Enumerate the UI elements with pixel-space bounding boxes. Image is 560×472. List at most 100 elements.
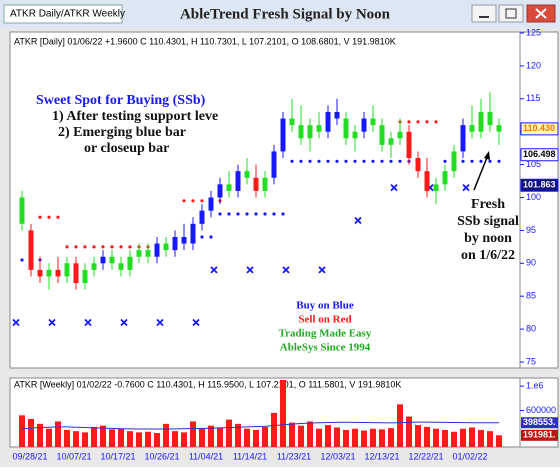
volume-bar	[280, 380, 286, 447]
x-tick-label: 10/26/21	[144, 451, 179, 461]
stop-dot	[254, 212, 258, 216]
stop-dot	[380, 159, 384, 163]
volume-bar	[379, 429, 385, 447]
volume-bar	[325, 425, 331, 447]
stop-dot	[362, 159, 366, 163]
tab-label: ATKR Daily/ATKR Weekly	[10, 9, 125, 20]
price-marker	[520, 178, 559, 192]
stop-dot	[497, 159, 501, 163]
volume-bar	[424, 426, 430, 447]
candle-body	[388, 138, 394, 145]
candle-body	[226, 184, 232, 191]
candle-body	[379, 125, 385, 145]
candle-body	[136, 250, 142, 257]
stop-dot	[326, 159, 330, 163]
volume-bar	[37, 423, 43, 447]
stop-dot	[290, 159, 294, 163]
candle-body	[478, 111, 484, 132]
stop-dot	[398, 159, 402, 163]
stop-dot	[65, 245, 69, 249]
candle-body	[28, 230, 34, 270]
candle-body	[253, 177, 259, 191]
annotation-line: 1) After testing support leve	[52, 109, 218, 124]
volume-bar	[451, 431, 457, 447]
legend-line: Sell on Red	[298, 314, 351, 326]
tab[interactable]	[3, 4, 123, 24]
volume-bar	[118, 428, 124, 447]
stop-dot	[38, 215, 42, 219]
y-tick-label: 100	[526, 192, 541, 202]
candle-body	[352, 131, 358, 139]
y-tick-label: 80	[526, 323, 536, 333]
stop-dot	[479, 159, 483, 163]
volume-bar	[289, 422, 295, 447]
volume-bar	[433, 428, 439, 447]
stop-dot	[443, 159, 447, 163]
x-tick-label: 01/02/22	[452, 451, 487, 461]
stop-dot	[308, 159, 312, 163]
legend-line: Trading Made Easy	[279, 328, 372, 340]
price-marker-label: 106.498	[523, 149, 556, 159]
candle-body	[55, 269, 61, 277]
stop-dot	[110, 245, 114, 249]
y-tick-label: 600000	[526, 405, 556, 415]
stop-dot	[47, 215, 51, 219]
x-mark	[210, 266, 218, 274]
stop-dot	[128, 245, 132, 249]
y-tick-label: 75	[526, 356, 536, 366]
volume-bar	[334, 427, 340, 447]
volume-bar	[397, 404, 403, 447]
x-mark	[282, 266, 290, 274]
x-mark	[48, 318, 56, 327]
legend-line: AbleSys Since 1994	[280, 342, 371, 354]
candle-body	[190, 223, 196, 244]
y-tick-label: 120	[526, 60, 541, 70]
volume-bar	[73, 431, 79, 447]
candle-body	[163, 243, 169, 251]
x-mark	[192, 318, 200, 327]
volume-bar	[487, 431, 493, 447]
arrow-head	[484, 151, 490, 160]
candle-body	[406, 131, 412, 159]
volume-bar	[217, 427, 223, 447]
stop-dot	[83, 245, 87, 249]
legend-line: Buy on Blue	[296, 300, 354, 312]
stop-dot	[335, 159, 339, 163]
signal-note: by noon	[464, 231, 512, 246]
candle-body	[424, 171, 430, 191]
x-mark	[390, 183, 398, 192]
volume-marker-label: 398553.	[523, 417, 556, 427]
maximize[interactable]	[498, 4, 524, 23]
x-mark	[354, 216, 362, 225]
stop-dot	[263, 212, 267, 216]
stop-dot	[191, 199, 195, 203]
volume-bar	[109, 429, 115, 447]
stop-dot	[74, 245, 78, 249]
y-tick-label: 95	[526, 225, 536, 235]
candle-body	[172, 236, 178, 251]
volume-bar	[127, 431, 133, 447]
candle-body	[127, 256, 133, 270]
candle-body	[118, 263, 124, 270]
volume-marker-label: 191981.	[523, 430, 556, 440]
volume-bar	[253, 429, 259, 447]
candle-body	[235, 171, 241, 191]
candle-body	[469, 125, 475, 132]
candle-body	[334, 111, 340, 119]
x-mark	[318, 266, 326, 274]
candle-body	[19, 197, 25, 224]
stop-dot	[200, 235, 204, 239]
candle-body	[109, 256, 115, 264]
y-tick-label: 85	[526, 291, 536, 301]
candle-body	[64, 263, 70, 277]
x-mark	[462, 183, 470, 192]
stop-dot	[416, 120, 420, 124]
volume-bar	[55, 421, 61, 447]
volume-bar	[469, 427, 475, 447]
stop-dot	[209, 235, 213, 239]
candle-body	[487, 111, 493, 126]
minimize[interactable]	[471, 4, 497, 23]
volume-bar	[226, 419, 232, 447]
